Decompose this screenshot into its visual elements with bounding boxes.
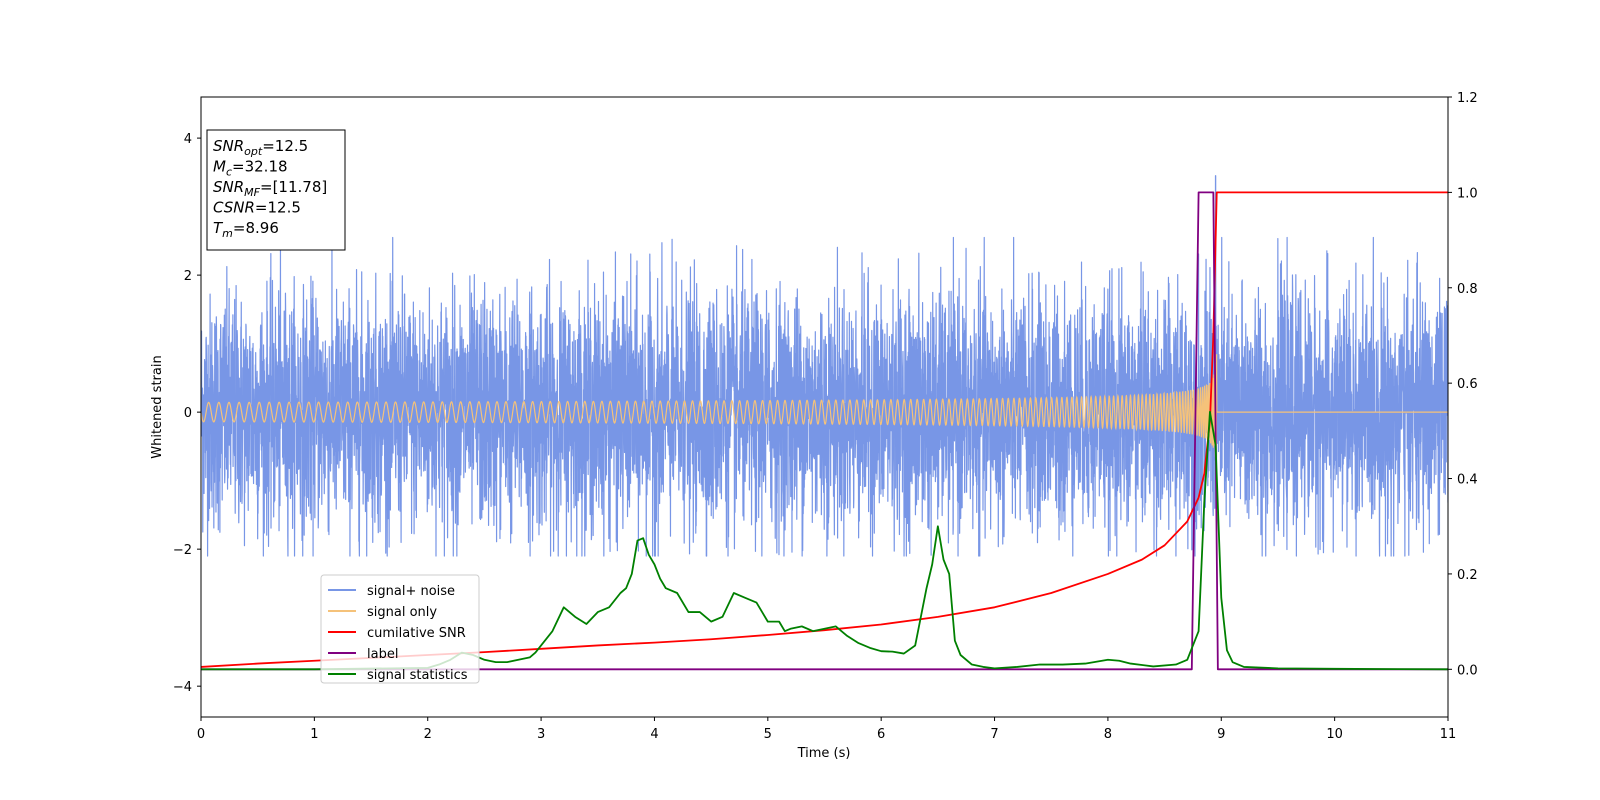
y-axis-label: Whitened strain (150, 355, 165, 458)
x-tick-label: 5 (764, 727, 772, 742)
y2-tick-label: 0.6 (1457, 377, 1478, 392)
legend-frame (320, 574, 480, 684)
y2-tick-label: 0.8 (1457, 282, 1478, 297)
y2-tick-label: 0.2 (1457, 568, 1478, 583)
y-tick-label: −2 (173, 543, 192, 558)
x-tick-label: 2 (424, 727, 432, 742)
info-line: SNRopt=12.5 (213, 137, 308, 158)
plot-frame (200, 96, 1449, 718)
series-signal-only (201, 354, 1448, 457)
y-tick-label: 4 (184, 132, 192, 147)
info-line: Mc=32.18 (213, 158, 288, 179)
y-tick-label: 2 (184, 269, 192, 284)
y2-tick-label: 0.4 (1457, 473, 1478, 488)
legend-entry: signal statistics (367, 668, 468, 683)
series-signal-noise (201, 175, 1448, 557)
y-axis-right: 1.2 1.0 0.8 0.6 0.4 0.2 0.0 (1448, 91, 1478, 678)
x-tick-label: 4 (650, 727, 658, 742)
y2-tick-label: 1.2 (1457, 91, 1478, 106)
info-box: SNRopt=12.5Mc=32.18SNRMF=[11.78]CSNR=12.… (206, 129, 346, 251)
legend: signal+ noise signal only cumilative SNR la… (320, 574, 480, 684)
x-tick-label: 10 (1326, 727, 1343, 742)
x-tick-label: 7 (990, 727, 998, 742)
legend-entry: cumilative SNR (367, 626, 466, 641)
y2-tick-label: 1.0 (1457, 186, 1478, 201)
x-tick-label: 1 (310, 727, 318, 742)
legend-entry: signal+ noise (367, 584, 455, 599)
series-signal-statistics (201, 410, 1448, 671)
y2-tick-label: 0.0 (1457, 663, 1478, 678)
x-tick-label: 11 (1440, 727, 1457, 742)
info-box-frame (206, 129, 346, 251)
info-line: Tm=8.96 (213, 219, 279, 240)
legend-entry: signal only (367, 605, 437, 620)
x-axis-label: Time (s) (797, 746, 851, 761)
y-tick-label: −4 (173, 680, 192, 695)
x-tick-label: 9 (1217, 727, 1225, 742)
y-tick-label: 0 (184, 406, 192, 421)
x-tick-label: 0 (197, 727, 205, 742)
legend-entry: label (367, 647, 398, 662)
series-label (201, 191, 1448, 671)
info-line: SNRMF=[11.78] (213, 178, 327, 199)
x-tick-label: 6 (877, 727, 885, 742)
y-axis-left: 4 2 0 −2 −4 (173, 132, 201, 695)
x-axis: 0 1 2 3 4 5 6 7 8 9 10 11 (197, 717, 1456, 742)
x-tick-label: 8 (1104, 727, 1112, 742)
x-tick-label: 3 (537, 727, 545, 742)
info-line: CSNR=12.5 (213, 199, 301, 217)
